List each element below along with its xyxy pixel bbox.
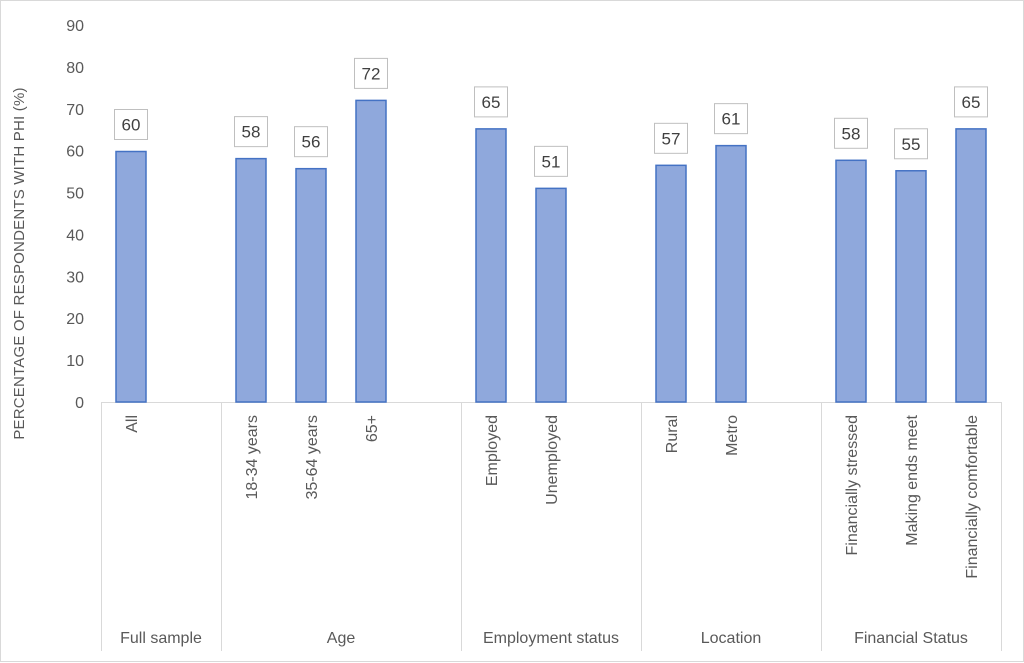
data-label-box — [114, 109, 148, 141]
data-label-box — [894, 128, 928, 160]
category-label: Financially comfortable — [964, 415, 981, 579]
data-label: 57 — [662, 129, 681, 148]
data-label: 58 — [242, 123, 261, 142]
bar — [295, 167, 327, 403]
data-label-box — [474, 86, 508, 118]
group-label: Financial Status — [854, 630, 968, 647]
category-label: Financially stressed — [844, 415, 861, 556]
group-label: Location — [701, 630, 762, 647]
data-label: 58 — [842, 124, 861, 143]
bar — [235, 157, 267, 403]
bar — [895, 170, 927, 403]
group-label: Employment status — [483, 630, 619, 647]
data-label: 65 — [482, 93, 501, 112]
data-label-box — [534, 145, 568, 177]
data-label: 51 — [542, 152, 561, 171]
y-tick-label: 70 — [66, 102, 84, 119]
category-label: 35-64 years — [304, 415, 321, 500]
bar — [115, 150, 147, 403]
data-label: 55 — [902, 135, 921, 154]
y-tick-label: 90 — [66, 18, 84, 35]
y-tick-label: 30 — [66, 269, 84, 286]
bar — [475, 128, 507, 403]
y-tick-label: 40 — [66, 227, 84, 244]
bar — [355, 99, 387, 403]
group-label: Age — [327, 630, 356, 647]
category-label: Employed — [484, 415, 501, 486]
data-label-box — [294, 126, 328, 158]
category-label: 18-34 years — [244, 415, 261, 500]
y-tick-label: 60 — [66, 144, 84, 161]
data-label-box — [654, 122, 688, 154]
category-label: All — [124, 415, 141, 433]
category-label: Rural — [664, 415, 681, 453]
data-label: 60 — [122, 116, 141, 135]
y-tick-label: 80 — [66, 60, 84, 77]
y-tick-label: 10 — [66, 353, 84, 370]
y-axis-title: PERCENTAGE OF RESPONDENTS WITH PHI (%) — [11, 87, 28, 439]
data-label: 65 — [962, 93, 981, 112]
category-label: 65+ — [364, 415, 381, 442]
category-label: Making ends meet — [904, 414, 921, 545]
bar — [835, 159, 867, 403]
bar — [655, 164, 687, 403]
bar — [535, 187, 567, 403]
y-tick-label: 0 — [75, 395, 84, 412]
bar — [715, 144, 747, 403]
data-label-box — [834, 117, 868, 149]
category-label: Unemployed — [544, 415, 561, 505]
data-label-box — [954, 86, 988, 118]
data-label-box — [714, 103, 748, 135]
data-label-box — [354, 57, 388, 89]
data-label-box — [234, 116, 268, 148]
data-label: 61 — [722, 110, 741, 129]
data-label: 56 — [302, 133, 321, 152]
y-tick-label: 50 — [66, 186, 84, 203]
category-label: Metro — [724, 415, 741, 456]
bar — [955, 128, 987, 403]
y-tick-label: 20 — [66, 311, 84, 328]
group-label: Full sample — [120, 630, 202, 647]
data-label: 72 — [362, 64, 381, 83]
